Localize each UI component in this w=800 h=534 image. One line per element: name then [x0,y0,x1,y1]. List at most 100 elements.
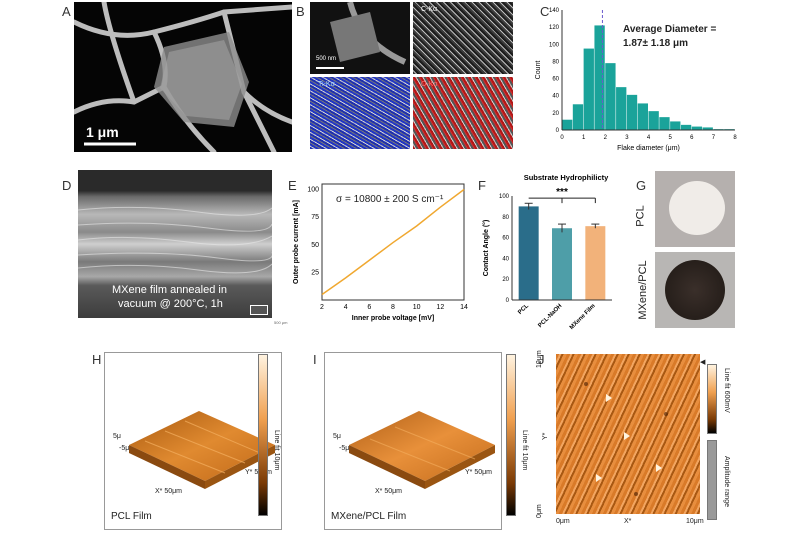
afm-i-film: MXene/PCL Film [331,511,407,522]
x-tick-label: MXene Film [569,303,597,330]
histogram-bar [605,63,616,131]
panel-label-i: I [313,352,317,367]
x-tick-label: 0 [560,135,564,141]
y-tick-label: 100 [549,42,560,48]
x-tick-label: 1 [582,135,586,141]
x-tick-label: 2 [604,135,608,141]
y-tick-label: 40 [552,94,559,100]
panel-label-e: E [288,178,297,193]
photo-pcl [655,171,735,247]
x-tick-label: 6 [690,135,694,141]
panel-label-j: J [538,352,545,367]
x-tick-label: 6 [367,304,371,311]
y-tick-label: 0 [556,128,560,134]
x-tick-label: 5 [668,135,672,141]
eds-label-ti: Ti-Kα [318,81,335,88]
x-tick-label: 8 [733,135,737,141]
afm-i-y-axis: Y* 50μm [465,469,492,476]
histogram-bar [616,87,627,130]
x-tick-label: PCL-NaOH [537,303,563,329]
histogram-bar [680,124,692,130]
y-tick-label: 100 [499,194,510,200]
histogram-bar [594,25,605,130]
series-line [321,188,465,296]
y-tick-label: 80 [502,215,509,221]
colorbar-i [506,354,516,516]
y-tick-label: 0 [506,298,510,304]
colorbar-h [258,354,268,516]
photo-mxene-pcl [655,252,735,328]
sem-d-caption-line2: vacuum @ 200°C, 1h [118,298,223,310]
panel-label-g: G [636,178,647,193]
histogram-bar [702,127,713,130]
y-axis-title: Outer probe current [mA] [293,200,300,284]
afm-j-x-right: 10μm [686,518,704,525]
eds-map-ti: Ti-Kα [310,77,410,149]
hist-annotation-line1: Average Diameter = [623,24,717,35]
afm-frame-i: 5μ -5μ X* 50μm Y* 50μm MXene/PCL Film [324,352,502,530]
histogram-bar [691,126,703,130]
x-tick-label: 14 [460,304,468,311]
sem-image-a: 1 μm [74,2,292,152]
y-tick-label: 25 [311,269,319,276]
colorbar-j-marker: ◀ [700,359,706,366]
scalebar-label-d: 500 μm [274,320,288,325]
y-tick-label: 60 [552,77,559,83]
photo-label-mxene-pcl: MXene/PCL [637,260,649,320]
eds-sem-tile: 500 nm [310,2,410,74]
sem-image-d: MXene film annealed in vacuum @ 200°C, 1… [78,170,272,318]
bar [585,226,606,300]
afm-i-z-bottom: -5μ [339,445,350,452]
histogram-bar [626,94,638,130]
histogram-bar [670,121,681,130]
layer-texture [78,206,272,274]
panel-label-b: B [296,4,305,19]
y-tick-label: 40 [502,256,509,262]
amp-range-bar [707,440,717,520]
panel-label-c: C [540,4,550,19]
x-tick-label: 12 [436,304,444,311]
afm-surface-i [349,411,495,489]
scalebar-label-b: 500 nm [316,56,337,62]
histogram-bar [659,117,670,130]
afm-h-film: PCL Film [111,511,152,522]
afm-map-features [584,382,668,496]
y-tick-label: 100 [307,187,319,194]
x-tick-label: 2 [320,304,324,311]
sem-web-graphic [74,2,292,152]
colorbar-h-label: Line fit 10μm [273,430,280,471]
afm-surface-h [129,411,275,489]
afm-j-y-bottom: 0μm [536,504,543,518]
x-tick-label: 4 [344,304,348,311]
x-tick-label: 8 [391,304,395,311]
afm-h-z-top: 5μ [113,433,121,440]
y-tick-label: 20 [502,277,509,283]
panel-label-h: H [92,352,102,367]
y-tick-label: 120 [549,25,560,31]
equation-e: σ = 10800 ± 200 S cm⁻¹ [336,194,444,205]
y-axis-title: Count [535,61,542,80]
panel-label-d: D [62,178,72,193]
x-tick-label: PCL [517,303,530,316]
chart-bar-f: Substrate Hydrophilicty PCL PCL-NaOH MXene … [482,173,612,330]
afm-map-j [556,354,700,514]
afm-i-z-top: 5μ [333,433,341,440]
afm-frame-h: 5μ -5μ X* 50μm Y* 50μm PCL Film [104,352,282,530]
afm-j-x-left: 0μm [556,518,570,525]
eds-map-c: C-Kα [413,2,513,74]
y-tick-label: 75 [311,214,319,221]
eds-map-o: O-Kα [413,77,513,149]
scalebar-box-d [250,305,268,315]
x-axis-title: Inner probe voltage [mV] [352,315,434,322]
panel-label-f: F [478,178,486,193]
x-tick-label: 3 [625,135,629,141]
y-tick-label: 140 [549,8,560,14]
y-tick-label: 50 [311,242,319,249]
histogram-bar [572,104,584,130]
eds-label-o: O-Kα [421,81,438,88]
x-tick-label: 7 [712,135,716,141]
x-tick-label: 4 [647,135,651,141]
chart-line-e: 2 4 6 8 10 12 14 25 50 75 100 Inner probe voltage [… [293,183,468,322]
amp-range-label: Amplitude range [723,456,730,507]
